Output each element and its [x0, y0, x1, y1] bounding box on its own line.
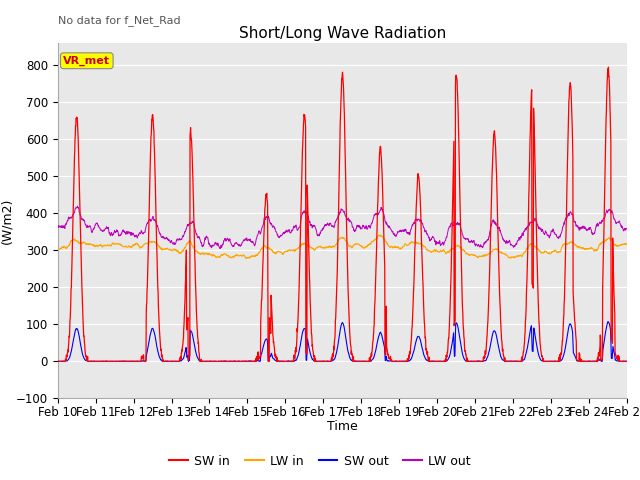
Legend: SW in, LW in, SW out, LW out: SW in, LW in, SW out, LW out — [164, 450, 476, 473]
Text: VR_met: VR_met — [63, 56, 110, 66]
Title: Short/Long Wave Radiation: Short/Long Wave Radiation — [239, 25, 446, 41]
Y-axis label: (W/m2): (W/m2) — [0, 198, 13, 244]
X-axis label: Time: Time — [327, 420, 358, 433]
Text: No data for f_Net_Rad: No data for f_Net_Rad — [58, 15, 180, 26]
